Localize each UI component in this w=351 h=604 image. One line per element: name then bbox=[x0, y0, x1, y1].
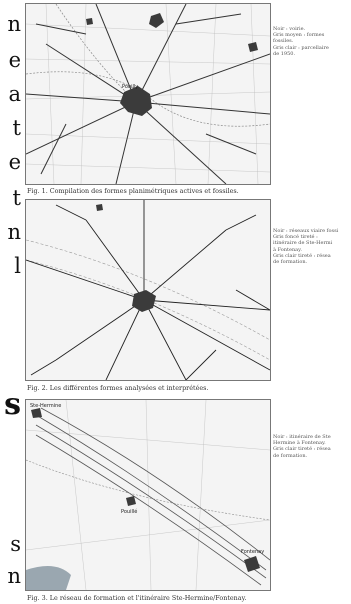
figure-2-map bbox=[25, 199, 271, 381]
place-label: Ste-Hermine bbox=[30, 403, 61, 409]
text-fragment: s bbox=[4, 387, 21, 422]
figure-1-caption: Fig. 1. Compilation des formes planimétr… bbox=[27, 187, 239, 195]
figure-2-legend: Noir : réseaux viaire fossi Gris foncé t… bbox=[273, 228, 349, 265]
text-fragment: t bbox=[12, 116, 21, 140]
text-fragment: n bbox=[7, 220, 21, 244]
text-fragment: l bbox=[14, 254, 21, 278]
figure-1-legend: Noir : voirie. Gris moyen : formes fossi… bbox=[273, 26, 349, 57]
place-label: Pouillé bbox=[121, 508, 137, 515]
legend-line: Gris foncé tireté : bbox=[273, 234, 318, 241]
legend-line: Noir : itinéraire de Ste bbox=[273, 434, 331, 440]
legend-line: Gris clair tireté : résea bbox=[273, 446, 331, 453]
figure-3-caption: Fig. 3. Le réseau de formation et l'itin… bbox=[27, 594, 247, 602]
figure-2-caption: Fig. 2. Les différentes formes analysées… bbox=[27, 384, 209, 392]
legend-line: Noir : voirie. bbox=[273, 26, 306, 32]
text-fragment: a bbox=[8, 82, 21, 106]
text-fragment: e bbox=[8, 150, 21, 174]
place-label: Fontenay bbox=[241, 549, 264, 555]
legend-line: itinéraire de Ste-Hermi bbox=[273, 240, 333, 247]
legend-line: Gris moyen : formes bbox=[273, 32, 325, 39]
legend-line: de 1950. bbox=[273, 50, 296, 57]
legend-line: Noir : réseaux viaire fossi bbox=[273, 228, 339, 234]
text-fragment: e bbox=[8, 48, 21, 72]
figure-1-map: Pouilly bbox=[25, 3, 271, 185]
text-fragment: n bbox=[7, 12, 21, 36]
place-label: Pouilly bbox=[122, 84, 138, 90]
legend-line: à Fontenay. bbox=[273, 246, 302, 253]
text-fragment: s bbox=[10, 532, 21, 556]
legend-line: Gris clair tireté : résea bbox=[273, 252, 331, 259]
legend-line: de formation. bbox=[273, 452, 308, 459]
figure-3-legend: Noir : itinéraire de Ste Hermine à Fonte… bbox=[273, 434, 349, 459]
legend-line: de formation. bbox=[273, 259, 308, 266]
legend-line: Gris clair : parcellaire bbox=[273, 44, 329, 51]
legend-line: fossiles. bbox=[273, 38, 294, 45]
text-fragment: t bbox=[12, 186, 21, 210]
figure-3-map: Ste-Hermine Pouillé Fontenay bbox=[25, 399, 271, 591]
left-text-column: n e a t e t n l s s n bbox=[0, 0, 22, 604]
legend-line: Hermine à Fontenay. bbox=[273, 440, 326, 447]
text-fragment: n bbox=[7, 564, 21, 588]
